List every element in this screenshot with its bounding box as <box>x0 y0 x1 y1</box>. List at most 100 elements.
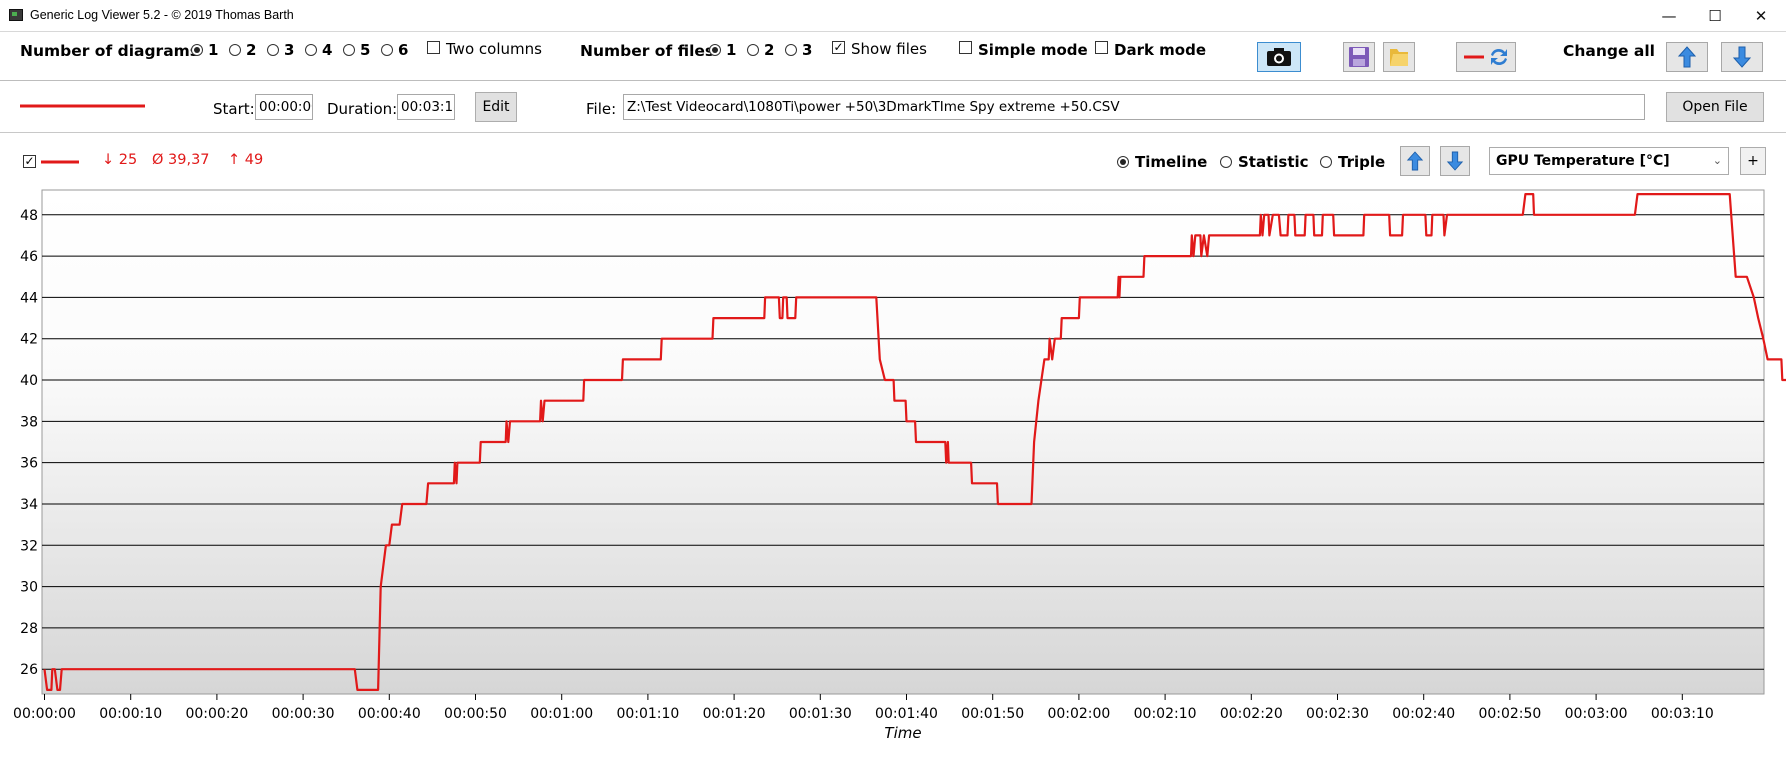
app-icon <box>9 9 23 21</box>
y-tick-label: 30 <box>20 580 38 596</box>
close-button[interactable]: ✕ <box>1754 6 1768 25</box>
view-radio-timeline[interactable] <box>1117 156 1129 168</box>
view-radio-statistic[interactable] <box>1220 156 1232 168</box>
start-input[interactable]: 00:00:00 <box>255 94 313 120</box>
y-tick-label: 38 <box>20 414 38 430</box>
diagrams-radio-3-label: 3 <box>284 41 295 59</box>
channel-dropdown[interactable]: GPU Temperature [°C] ⌄ <box>1489 147 1729 175</box>
diagrams-radio-4-label: 4 <box>322 41 333 59</box>
y-tick-label: 46 <box>20 249 38 265</box>
show-files-checkbox[interactable]: ✓ <box>832 40 845 54</box>
change-all-label: Change all <box>1563 42 1655 60</box>
files-radio-2-label: 2 <box>764 41 775 59</box>
diagrams-radio-1[interactable] <box>191 44 203 56</box>
move-up-all-button[interactable] <box>1666 42 1708 72</box>
x-tick-label: 00:02:10 <box>1134 706 1197 722</box>
main-toolbar: Number of diagrams 1 2 3 4 5 6 Two colum… <box>0 31 1786 81</box>
duration-input[interactable]: 00:03:18 <box>397 94 455 120</box>
view-timeline-label: Timeline <box>1135 153 1208 171</box>
max-value: ↑ 49 <box>228 152 264 168</box>
series-line-sample <box>20 104 145 108</box>
x-tick-label: 00:00:20 <box>185 706 248 722</box>
duration-label: Duration: <box>327 100 398 118</box>
avg-value: Ø 39,37 <box>152 152 210 168</box>
camera-icon <box>1267 48 1291 66</box>
move-diagram-up-button[interactable] <box>1400 146 1430 176</box>
arrow-up-icon <box>1406 151 1424 171</box>
two-columns-checkbox[interactable] <box>427 41 440 54</box>
dark-mode-label: Dark mode <box>1114 41 1207 59</box>
view-statistic-label: Statistic <box>1238 153 1309 171</box>
add-diagram-button[interactable]: + <box>1740 147 1766 175</box>
save-button[interactable] <box>1343 42 1375 72</box>
file-label: File: <box>586 100 617 118</box>
y-tick-label: 44 <box>20 290 38 306</box>
files-radio-1[interactable] <box>709 44 721 56</box>
x-tick-label: 00:00:50 <box>444 706 507 722</box>
dark-mode-checkbox[interactable] <box>1095 41 1108 54</box>
x-tick-label: 00:02:00 <box>1047 706 1110 722</box>
files-radio-1-label: 1 <box>726 41 737 59</box>
x-tick-label: 00:03:00 <box>1565 706 1628 722</box>
diagrams-radio-6-label: 6 <box>398 41 409 59</box>
files-radio-3[interactable] <box>785 44 797 56</box>
file-row: Start: 00:00:00 Duration: 00:03:18 Edit … <box>0 81 1786 133</box>
y-tick-label: 34 <box>20 497 38 513</box>
x-axis-label: Time <box>884 724 921 742</box>
x-tick-label: 00:00:10 <box>99 706 162 722</box>
x-tick-label: 00:00:00 <box>13 706 76 722</box>
diagrams-radio-4[interactable] <box>305 44 317 56</box>
minimize-button[interactable]: — <box>1661 6 1677 25</box>
files-radio-2[interactable] <box>747 44 759 56</box>
timeline-chart: 26 28 30 32 34 36 38 40 42 44 46 48 00:00:00 00:00:1… <box>13 189 1786 742</box>
min-value: ↓ 25 <box>102 152 138 168</box>
open-file-button[interactable]: Open File <box>1666 92 1764 122</box>
edit-button[interactable]: Edit <box>475 92 517 122</box>
x-tick-label: 00:02:30 <box>1306 706 1369 722</box>
save-icon <box>1349 47 1369 67</box>
series-line-gpu-temperature <box>43 193 1786 692</box>
diagrams-radio-6[interactable] <box>381 44 393 56</box>
y-tick-label: 48 <box>20 208 38 224</box>
diagrams-radio-5-label: 5 <box>360 41 371 59</box>
view-radio-triple[interactable] <box>1320 156 1332 168</box>
open-folder-button[interactable] <box>1383 42 1415 72</box>
diagrams-radio-2[interactable] <box>229 44 241 56</box>
start-label: Start: <box>213 100 255 118</box>
file-path-input[interactable]: Z:\Test Videocard\1080Ti\power +50\3Dmar… <box>623 94 1645 120</box>
line-swap-icon <box>1464 48 1507 66</box>
two-columns-label: Two columns <box>446 40 542 58</box>
x-tick-label: 00:02:50 <box>1478 706 1541 722</box>
arrow-up-icon <box>1677 46 1697 68</box>
x-tick-label: 00:00:40 <box>358 706 421 722</box>
files-label: Number of files <box>580 42 715 60</box>
y-tick-label: 28 <box>20 621 38 637</box>
channel-dropdown-value: GPU Temperature [°C] <box>1496 153 1670 169</box>
diagrams-radio-1-label: 1 <box>208 41 219 59</box>
series-legend-line <box>41 160 79 164</box>
chevron-down-icon: ⌄ <box>1712 154 1722 167</box>
simple-mode-checkbox[interactable] <box>959 41 972 54</box>
diagrams-radio-3[interactable] <box>267 44 279 56</box>
show-files-label: Show files <box>851 40 927 58</box>
x-tick-label: 00:03:10 <box>1651 706 1714 722</box>
maximize-button[interactable]: ☐ <box>1708 6 1722 25</box>
y-tick-label: 26 <box>20 662 38 678</box>
move-down-all-button[interactable] <box>1721 42 1763 72</box>
simple-mode-label: Simple mode <box>978 41 1088 59</box>
series-visible-checkbox[interactable]: ✓ <box>23 154 36 168</box>
y-tick-label: 42 <box>20 332 38 348</box>
x-tick-label: 00:02:20 <box>1220 706 1283 722</box>
title-bar: Generic Log Viewer 5.2 - © 2019 Thomas B… <box>0 0 1786 31</box>
move-diagram-down-button[interactable] <box>1440 146 1470 176</box>
x-tick-label: 00:02:40 <box>1392 706 1455 722</box>
screenshot-button[interactable] <box>1257 42 1301 72</box>
x-tick-label: 00:01:20 <box>703 706 766 722</box>
diagrams-radio-5[interactable] <box>343 44 355 56</box>
line-color-button[interactable] <box>1456 42 1516 72</box>
folder-icon <box>1390 49 1408 66</box>
arrow-down-icon <box>1732 46 1752 68</box>
plot-area <box>41 189 1765 695</box>
y-tick-label: 32 <box>20 538 38 554</box>
x-tick-label: 00:00:30 <box>272 706 335 722</box>
